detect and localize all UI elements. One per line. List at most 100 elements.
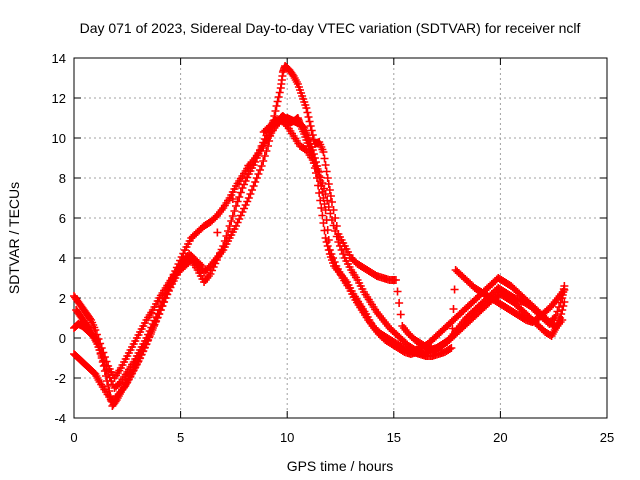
data-point xyxy=(254,170,263,178)
data-point xyxy=(145,327,154,335)
data-point xyxy=(335,242,344,250)
tick-marks xyxy=(73,57,608,419)
y-tick-label: 10 xyxy=(52,131,66,146)
data-point xyxy=(153,309,162,318)
y-tick-label: 4 xyxy=(59,251,66,266)
data-point xyxy=(227,217,236,225)
data-point xyxy=(448,324,457,333)
data-point xyxy=(228,212,237,220)
data-point xyxy=(243,197,252,206)
data-point xyxy=(256,166,265,174)
data-point xyxy=(168,274,177,282)
data-point xyxy=(259,157,268,165)
data-point xyxy=(156,302,165,310)
data-point xyxy=(238,208,247,216)
data-point xyxy=(445,345,454,353)
data-point xyxy=(233,218,242,227)
data-point xyxy=(339,250,348,258)
data-point xyxy=(391,276,400,284)
data-point xyxy=(334,238,343,246)
y-tick-label: 2 xyxy=(59,291,66,306)
data-point xyxy=(244,194,253,202)
data-point xyxy=(206,270,215,278)
data-point xyxy=(105,373,114,382)
data-point xyxy=(158,298,167,306)
data-point xyxy=(329,221,338,230)
y-tick-label: 8 xyxy=(59,171,66,186)
x-tick-label: 5 xyxy=(177,430,184,445)
data-point xyxy=(161,290,170,298)
data-point xyxy=(325,186,334,194)
data-point xyxy=(235,215,244,223)
x-tick-label: 15 xyxy=(387,430,401,445)
data-point xyxy=(271,107,280,115)
data-point xyxy=(240,180,249,189)
data-point xyxy=(393,287,402,296)
data-point xyxy=(327,250,336,258)
data-point xyxy=(327,198,336,206)
data-point xyxy=(230,207,239,215)
data-point xyxy=(304,113,313,121)
data-point xyxy=(270,112,279,120)
data-point xyxy=(558,316,567,324)
data-point xyxy=(172,263,181,272)
data-point xyxy=(166,278,175,286)
data-point xyxy=(395,299,404,307)
data-point xyxy=(322,167,331,176)
data-point xyxy=(177,253,186,261)
data-point xyxy=(305,117,314,126)
data-point xyxy=(319,184,328,193)
data-point xyxy=(321,190,330,198)
data-point xyxy=(235,193,244,201)
data-point xyxy=(318,179,327,187)
data-point xyxy=(275,88,284,97)
data-point xyxy=(332,232,341,241)
data-point xyxy=(450,285,459,294)
y-tick-labels: -4 -2 0 2 4 6 8 10 12 14 xyxy=(52,51,66,426)
data-point xyxy=(323,196,332,205)
y-axis-label: SDTVAR / TECUs xyxy=(6,182,22,294)
data-point xyxy=(142,334,151,342)
data-point xyxy=(560,286,569,294)
data-point xyxy=(329,254,338,262)
data-point xyxy=(249,182,258,190)
data-point xyxy=(233,197,242,206)
data-points xyxy=(70,62,569,410)
x-tick-label: 20 xyxy=(493,430,507,445)
y-tick-label: -4 xyxy=(54,411,66,426)
data-point xyxy=(213,228,222,237)
x-tick-label: 0 xyxy=(70,430,77,445)
x-tick-label: 25 xyxy=(600,430,614,445)
data-point xyxy=(324,236,333,244)
data-point xyxy=(163,286,172,294)
data-point xyxy=(272,102,281,110)
data-point xyxy=(326,209,335,218)
data-point xyxy=(303,108,312,117)
data-point xyxy=(324,203,333,211)
data-point xyxy=(447,344,456,352)
data-point xyxy=(252,174,261,182)
data-point xyxy=(176,256,185,265)
data-point xyxy=(150,316,159,325)
data-point xyxy=(555,303,564,311)
data-point xyxy=(257,162,266,170)
data-point xyxy=(326,192,335,200)
plot-border xyxy=(73,57,608,419)
data-point xyxy=(171,267,180,275)
plot-frame xyxy=(73,57,608,419)
data-point xyxy=(104,382,113,390)
data-point xyxy=(107,377,116,385)
x-axis-label: GPS time / hours xyxy=(287,458,394,474)
data-point xyxy=(169,270,178,279)
data-point xyxy=(302,104,311,112)
data-point xyxy=(236,188,245,197)
data-point xyxy=(97,352,106,360)
data-point xyxy=(396,310,405,319)
data-point xyxy=(164,282,173,290)
data-point xyxy=(102,365,111,374)
data-point xyxy=(324,180,333,188)
data-point xyxy=(100,361,109,369)
data-point xyxy=(319,148,328,156)
data-point xyxy=(323,226,332,234)
